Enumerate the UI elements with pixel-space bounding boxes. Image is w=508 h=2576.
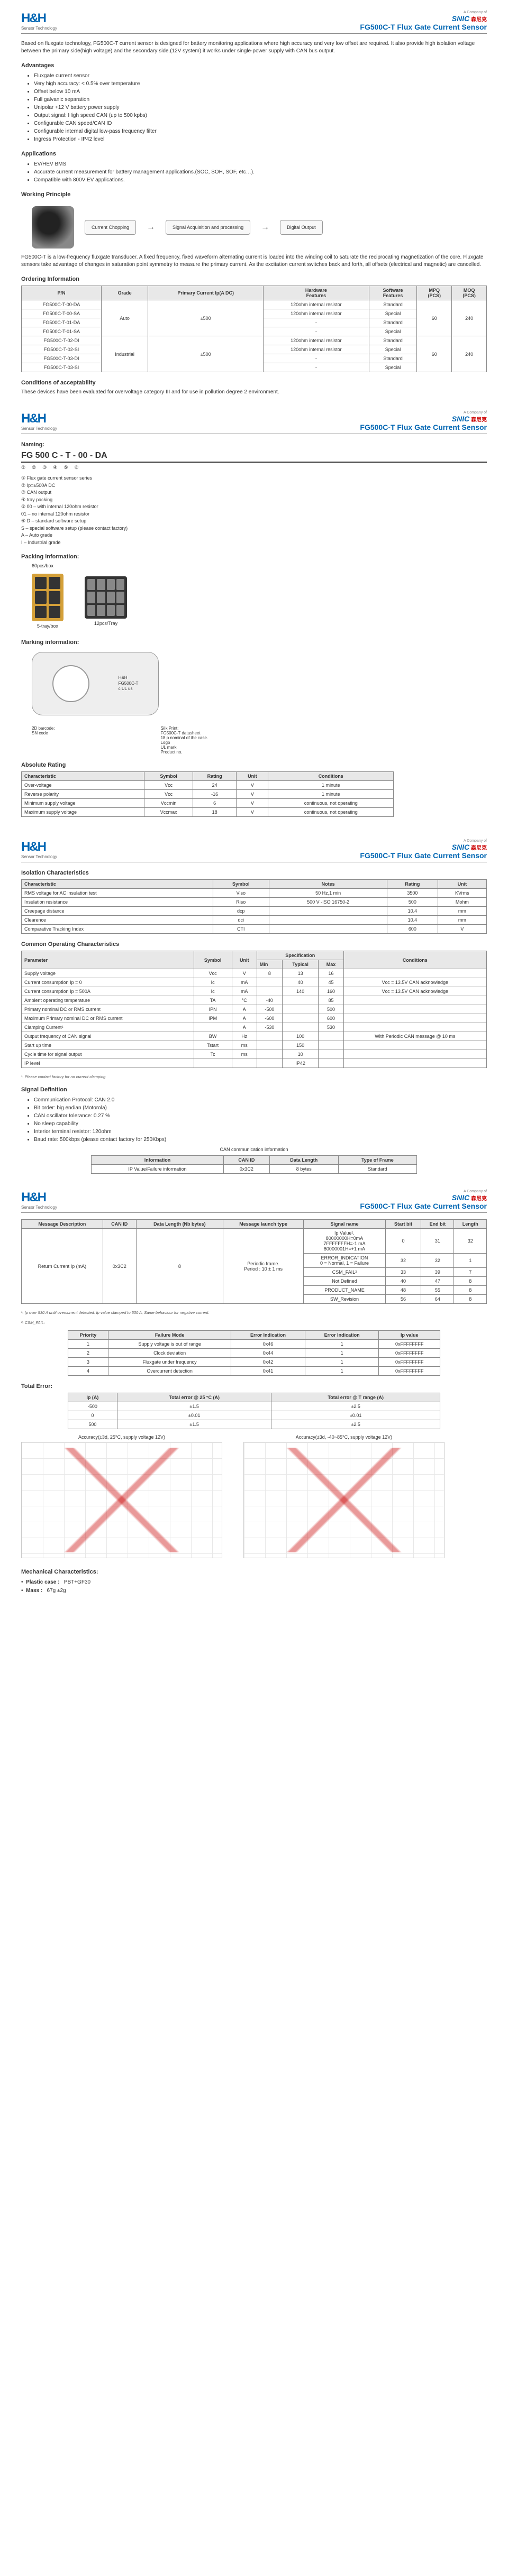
list-item: Compatible with 800V EV applications.	[34, 176, 487, 184]
sensor-illustration	[32, 206, 74, 249]
ordering-table: P/NGradePrimary Current Ip(A DC)Hardware…	[21, 286, 487, 372]
logo-left: H&H Sensor Technology	[21, 11, 57, 31]
device-label: H&HFG500C-Tc UL us	[119, 675, 139, 692]
list-item: Unipolar +12 V battery power supply	[34, 104, 487, 112]
company-of: A Company of	[464, 11, 487, 14]
list-item: Offset below 10 mA	[34, 88, 487, 96]
list-item: Bit order: big endian (Motorola)	[34, 1104, 487, 1112]
list-item: Very high accuracy: < 0.5% over temperat…	[34, 80, 487, 88]
list-item: Fluxgate current sensor	[34, 72, 487, 80]
tray-5: 5-tray/box	[32, 574, 64, 629]
list-item: Output signal: High speed CAN (up to 500…	[34, 112, 487, 119]
signal-bullets: Communication Protocol: CAN 2.0Bit order…	[34, 1096, 487, 1144]
cond-text: These devices have been evaluated for ov…	[21, 389, 487, 395]
common-heading: Common Operating Characteristics	[21, 941, 487, 947]
naming-heading: Naming:	[21, 441, 487, 448]
list-item: Baud rate: 500kbps (please contact facto…	[34, 1136, 487, 1144]
naming-code: FG 500 C - T - 00 - DA	[21, 451, 487, 463]
working-heading: Working Principle	[21, 191, 487, 198]
chart-1: Accuracy(±3d, 25°C, supply voltage 12V)	[21, 1434, 222, 1558]
isolation-heading: Isolation Characteristics	[21, 870, 487, 876]
mech-heading: Mechanical Characteristics:	[21, 1569, 487, 1575]
arrow-icon: →	[261, 223, 269, 232]
list-item: CAN oscillator tolerance: 0.27 %	[34, 1112, 487, 1120]
page-header-2: H&HSensor Technology A Company ofSNIC 森尼…	[21, 411, 487, 434]
list-item: Configurable CAN speed/CAN ID	[34, 119, 487, 127]
working-diagram: Current Chopping → Signal Acquisition an…	[32, 206, 487, 249]
list-item: Communication Protocol: CAN 2.0	[34, 1096, 487, 1104]
diag-processing: Signal Acquisition and processing	[166, 220, 250, 235]
msg-foot2: ²: CSM_FAIL:	[21, 1320, 487, 1325]
list-item: Interior terminal resistor: 120ohm	[34, 1128, 487, 1136]
marking-heading: Marking information:	[21, 639, 487, 646]
packing-illustration: 5-tray/box 12pcs/Tray	[32, 574, 487, 629]
page-header-3: H&HSensor Technology A Company ofSNIC 森尼…	[21, 839, 487, 862]
naming-block: FG 500 C - T - 00 - DA ①②③④⑤⑥ ① Flux gat…	[21, 451, 487, 546]
list-item: Configurable internal digital low-pass f…	[34, 127, 487, 135]
working-description: FG500C-T is a low-frequency fluxgate tra…	[21, 254, 487, 269]
list-item: Full galvanic separation	[34, 96, 487, 104]
caninfo-table: InformationCAN IDData LengthType of Fram…	[91, 1155, 417, 1174]
applications-heading: Applications	[21, 151, 487, 157]
signal-heading: Signal Definition	[21, 1087, 487, 1093]
advantages-heading: Advantages	[21, 62, 487, 69]
naming-circles: ①②③④⑤⑥	[21, 465, 487, 471]
msg-foot1: ¹. Ip over 530 A until overcurrent detec…	[21, 1310, 487, 1315]
isolation-table: CharacteristicSymbolNotesRatingUnitRMS v…	[21, 879, 487, 934]
common-table: ParameterSymbolUnitSpecificationConditio…	[21, 951, 487, 1068]
advantages-list: Fluxgate current sensorVery high accurac…	[34, 72, 487, 143]
marking-illustration: H&HFG500C-Tc UL us	[32, 652, 487, 715]
accuracy-charts: Accuracy(±3d, 25°C, supply voltage 12V) …	[21, 1434, 487, 1558]
applications-list: EV/HEV BMSAccurate current measurement f…	[34, 160, 487, 184]
priority-table: PriorityFailure ModeError IndicationErro…	[68, 1330, 440, 1376]
can-info-heading: CAN communication information	[21, 1147, 487, 1152]
absrating-table: CharacteristicSymbolRatingUnitConditions…	[21, 771, 394, 817]
totalerr-heading: Total Error:	[21, 1383, 487, 1390]
header-right: A Company of SNIC 森尼克 FG500C-T Flux Gate…	[360, 11, 487, 31]
page-header-4: H&HSensor Technology A Company ofSNIC 森尼…	[21, 1190, 487, 1213]
mech-list: • Plastic case : PBT+GF30• Mass : 67g ±2…	[21, 1578, 487, 1595]
marking-note-left: 2D barcode: SN code	[32, 726, 55, 755]
list-item: EV/HEV BMS	[34, 160, 487, 168]
packing-heading: Packing information:	[21, 554, 487, 560]
marking-notes: 2D barcode: SN code Silk Print: FG500C-T…	[32, 726, 487, 755]
message-table: Message DescriptionCAN IDData Length (Nb…	[21, 1219, 487, 1304]
diag-output: Digital Output	[280, 220, 323, 235]
absrating-heading: Absolute Rating	[21, 762, 487, 768]
common-footnote: ¹. Please contact factory for no current…	[21, 1074, 487, 1079]
tray-12: 12pcs/Tray	[85, 576, 127, 626]
naming-legend: ① Flux gate current sensor series② Ip=±5…	[21, 475, 487, 546]
logo-sub: Sensor Technology	[21, 26, 57, 31]
chart-2: Accuracy(±3d, -40~85°C, supply voltage 1…	[243, 1434, 444, 1558]
list-item: Ingress Protection - IP42 level	[34, 135, 487, 143]
snic-logo: SNIC 森尼克	[452, 14, 487, 23]
totalerr-table: Ip (A)Total error @ 25 °C (A)Total error…	[68, 1393, 440, 1429]
list-item: No sleep capability	[34, 1120, 487, 1128]
cond-heading: Conditions of acceptability	[21, 380, 487, 386]
device-top-view: H&HFG500C-Tc UL us	[32, 652, 159, 715]
diag-chopping: Current Chopping	[85, 220, 136, 235]
marking-note-right: Silk Print: FG500C-T datasheet 18 p nomi…	[161, 726, 208, 755]
page-header: H&H Sensor Technology A Company of SNIC …	[21, 11, 487, 34]
ordering-heading: Ordering Information	[21, 276, 487, 282]
logo-hh: H&H	[21, 11, 57, 26]
intro-text: Based on fluxgate technology, FG500C-T c…	[21, 40, 487, 55]
list-item: Accurate current measurement for battery…	[34, 168, 487, 176]
doc-title: FG500C-T Flux Gate Current Sensor	[360, 23, 487, 31]
packing-box-label: 60pcs/box	[32, 563, 487, 568]
arrow-icon: →	[147, 223, 155, 232]
